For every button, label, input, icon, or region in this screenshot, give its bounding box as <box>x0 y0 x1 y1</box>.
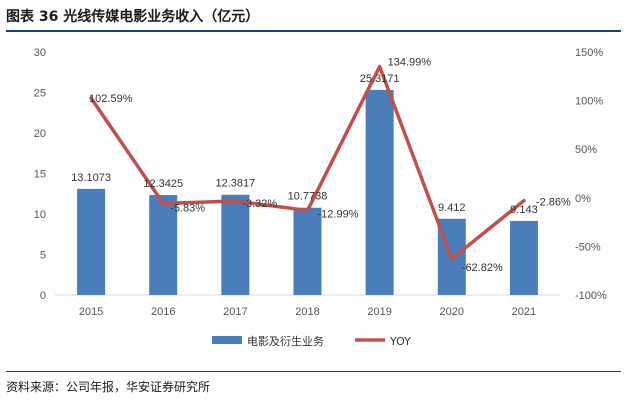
yoy-point <box>89 96 93 100</box>
x-axis-tick: 2021 <box>512 306 536 318</box>
x-axis-tick: 2019 <box>367 306 391 318</box>
bar-value-label: 13.1073 <box>71 172 111 184</box>
bar-value-label: 9.143 <box>510 204 538 216</box>
source-note: 资料来源：公司年报，华安证券研究所 <box>6 380 211 394</box>
left-axis-tick: 10 <box>34 209 46 221</box>
right-axis-tick: 150% <box>575 47 603 59</box>
title-rule <box>6 30 621 32</box>
revenue-chart: 0 5 10 15 20 25 30 -100% -50% 0% 50% 100% 150% 2015 20… <box>34 47 607 348</box>
yoy-point <box>522 199 526 203</box>
x-axis-tick: 2016 <box>151 306 175 318</box>
yoy-point <box>450 257 454 261</box>
left-axis-tick: 25 <box>34 88 46 100</box>
yoy-point <box>306 208 309 212</box>
bar <box>293 207 322 295</box>
bar <box>365 89 394 295</box>
bar <box>509 220 538 295</box>
yoy-value-label: 134.99% <box>388 57 432 69</box>
yoy-point <box>161 201 165 205</box>
yoy-value-label: -3.32% <box>242 198 277 210</box>
left-axis-tick: 15 <box>34 169 46 181</box>
yoy-value-label: -2.86% <box>536 197 571 209</box>
legend-bar-label: 电影及衍生业务 <box>247 334 324 348</box>
right-axis-tick: -50% <box>575 241 601 253</box>
bar <box>221 194 250 295</box>
yoy-value-label: 102.59% <box>89 93 133 105</box>
left-axis-tick: 5 <box>40 250 46 262</box>
right-axis-tick: 0% <box>575 193 591 205</box>
yoy-point <box>378 65 382 69</box>
x-axis-tick: 2015 <box>79 306 103 318</box>
legend-bar-swatch <box>212 336 242 344</box>
bar <box>77 188 106 295</box>
bar-value-label: 9.412 <box>438 202 466 214</box>
bar-value-label: 12.3425 <box>143 178 183 190</box>
yoy-value-label: -5.83% <box>170 202 205 214</box>
bar-value-label: 25.3171 <box>360 73 400 85</box>
yoy-value-label: -12.99% <box>318 208 359 220</box>
bar-value-label: 10.7738 <box>288 191 328 203</box>
left-axis-tick: 20 <box>34 128 46 140</box>
chart-title: 图表 36 光线传媒电影业务收入（亿元） <box>6 9 260 25</box>
legend-line-label: YOY <box>389 335 411 348</box>
left-axis-tick: 0 <box>40 290 46 302</box>
x-axis-tick: 2020 <box>440 306 464 318</box>
yoy-point <box>233 199 237 203</box>
right-axis-tick: 100% <box>575 96 603 108</box>
x-axis-tick: 2018 <box>295 306 319 318</box>
bar-value-label: 12.3817 <box>215 178 255 190</box>
right-axis-tick: 50% <box>575 144 597 156</box>
left-axis-tick: 30 <box>34 47 46 59</box>
source-rule <box>6 371 621 372</box>
right-axis-tick: -100% <box>575 290 607 302</box>
x-axis-tick: 2017 <box>223 306 247 318</box>
yoy-value-label: -62.82% <box>462 262 503 274</box>
bar <box>149 195 178 295</box>
